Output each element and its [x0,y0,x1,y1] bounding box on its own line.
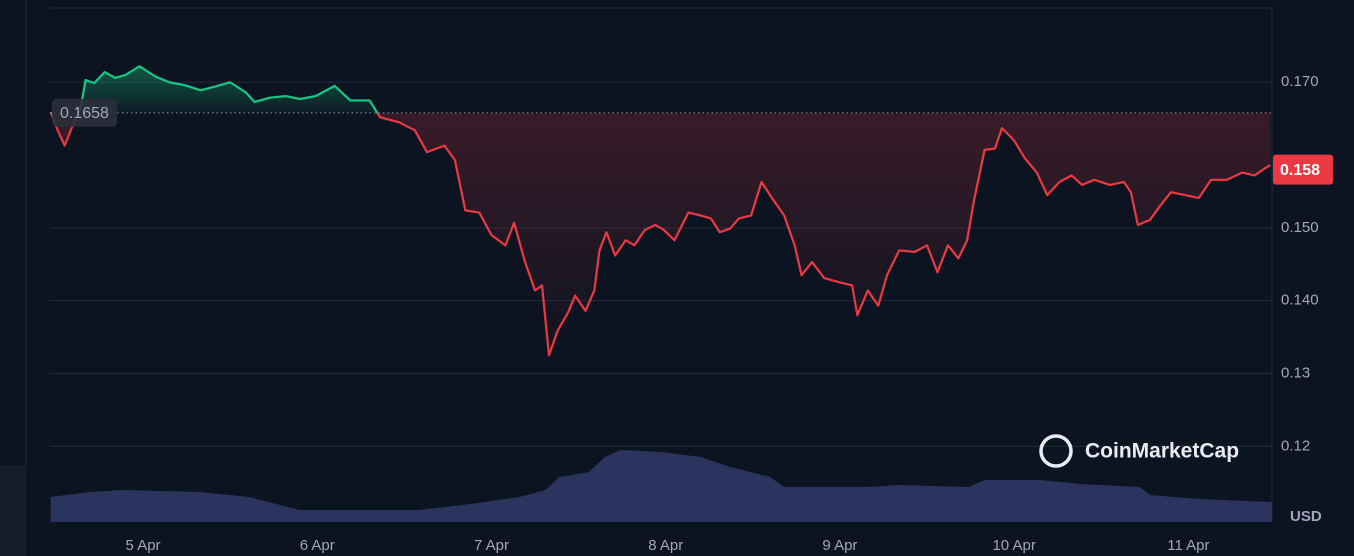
watermark: CoinMarketCap [1039,434,1239,468]
y-tick-label: 0.140 [1281,292,1319,309]
x-tick-label: 8 Apr [648,537,683,554]
y-tick-label: 0.170 [1281,73,1319,90]
unit-label: USD [1290,508,1322,525]
current-price-label: 0.158 [1280,162,1320,179]
sidebar-panel [0,465,26,556]
x-tick-label: 7 Apr [474,537,509,554]
baseline-label: 0.1658 [60,105,109,122]
y-tick-label: 0.150 [1281,219,1319,236]
x-tick-label: 11 Apr [1167,537,1209,554]
current-price-badge [1273,154,1333,185]
price-line [49,65,1271,357]
baseline-badge [52,98,117,127]
logo [1039,434,1073,468]
x-tick-label: 10 Apr [992,537,1035,554]
x-tick-label: 6 Apr [300,537,335,554]
volume-area [50,450,1272,522]
price-area [50,66,1271,356]
x-tick-label: 5 Apr [126,537,161,554]
y-tick-label: 0.13 [1281,364,1310,381]
x-tick-label: 9 Apr [822,537,857,554]
watermark-text: CoinMarketCap [1085,440,1239,463]
y-tick-label: 0.12 [1281,437,1310,454]
